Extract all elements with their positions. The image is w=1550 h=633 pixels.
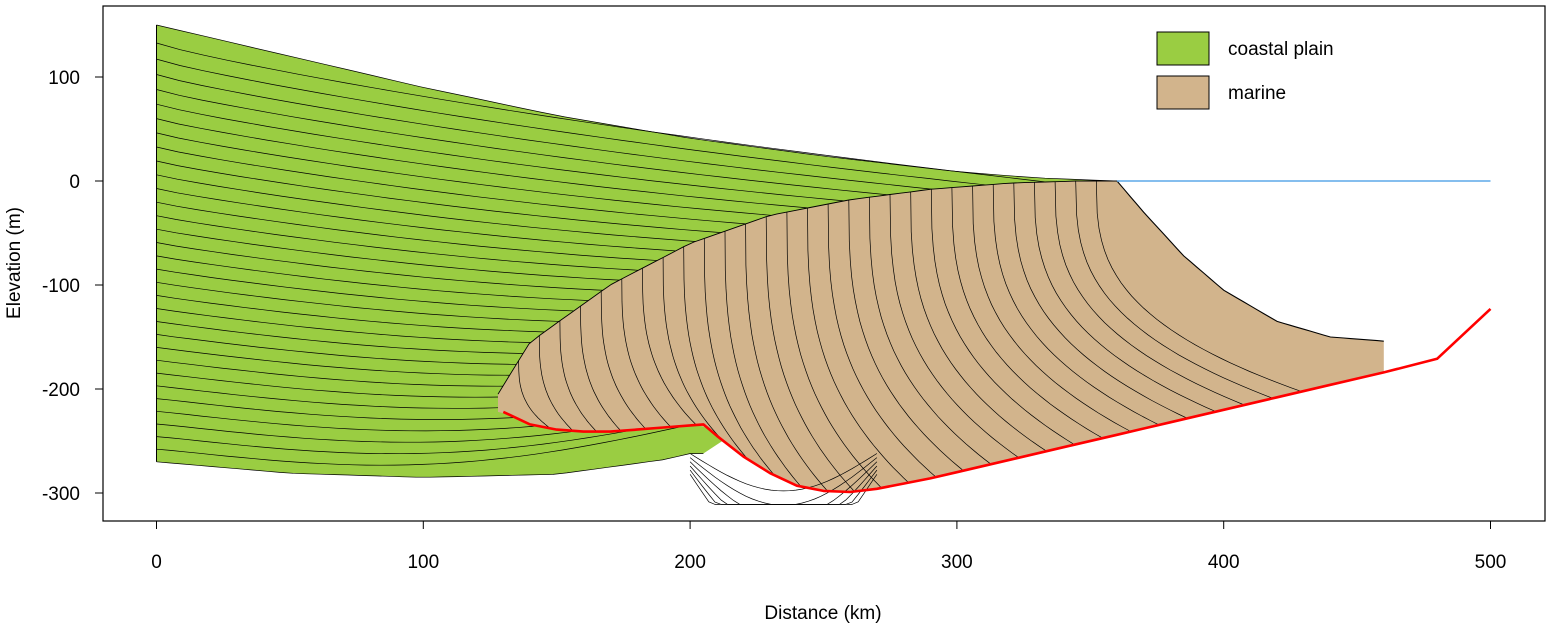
marine-layer-line [1054, 181, 1245, 406]
y-axis: 100 0 -100 -200 -300 [42, 68, 103, 505]
marine-layer-line [518, 360, 551, 429]
legend-swatch-coastal-plain [1156, 31, 1210, 66]
y-tick-label: 0 [69, 172, 80, 193]
marine-layer-line [807, 207, 909, 483]
legend-swatch-marine [1156, 75, 1210, 110]
x-axis: 0 100 200 300 400 500 [151, 521, 1506, 573]
marine-layer-line [889, 194, 1020, 458]
marine-layer-line [703, 238, 775, 476]
coastal-plain-fill [156, 25, 1117, 478]
legend-label-coastal-plain: coastal plain [1228, 39, 1334, 60]
marine-layer-line [1095, 180, 1302, 392]
marine-layer-line [538, 335, 574, 432]
y-tick-label: -100 [42, 276, 80, 297]
coastal-plain-layer-line [156, 74, 1079, 205]
x-axis-title: Distance (km) [764, 603, 881, 624]
plot-frame [102, 5, 1546, 522]
marine-layer-line [972, 185, 1131, 432]
surface-lines [502, 180, 1492, 494]
coastal-plain-layer-line [156, 42, 1105, 190]
marine-layer-line [621, 278, 672, 428]
x-tick-label: 200 [674, 552, 706, 573]
marine-layer-line [600, 291, 646, 430]
marine-layer-line [992, 184, 1160, 426]
marine-layer-line [848, 199, 964, 471]
legend: coastal plain marine [1156, 31, 1334, 110]
marine-layer-line [1034, 182, 1216, 412]
marine-layer-line [1013, 182, 1188, 419]
marine-layer-line [827, 203, 937, 478]
marine-layer-line [724, 231, 802, 487]
x-tick-label: 500 [1475, 552, 1507, 573]
marine-layers [497, 180, 1384, 505]
trough-layer-line [689, 453, 878, 492]
x-tick-label: 300 [941, 552, 973, 573]
marine-layer-line [910, 191, 1047, 452]
marine-layer-line [683, 246, 749, 460]
marine-layer-line [745, 223, 828, 492]
marine-layer-line [869, 197, 992, 465]
y-axis-title: Elevation (m) [4, 207, 25, 319]
coastal-plain-layer-line [156, 58, 1092, 197]
coastal-plain-layer-line [156, 453, 704, 478]
marine-layer-line [951, 187, 1103, 439]
marine-fill [498, 181, 1384, 492]
trough-layer-line [689, 474, 878, 505]
y-tick-label: -300 [42, 484, 80, 505]
marine-layer-line [642, 268, 697, 426]
y-tick-label: 100 [48, 68, 80, 89]
legend-label-marine: marine [1228, 83, 1286, 104]
x-tick-label: 100 [407, 552, 439, 573]
x-tick-label: 0 [151, 552, 162, 573]
marine-layer-line [580, 306, 622, 432]
marine-layer-line [662, 257, 723, 441]
marine-layer-line [930, 189, 1075, 445]
y-tick-label: -200 [42, 380, 80, 401]
marine-layer-line [559, 320, 597, 432]
marine-layer-line [786, 212, 882, 489]
marine-layer-line [765, 216, 855, 492]
x-tick-label: 400 [1208, 552, 1240, 573]
marine-layer-line [1075, 180, 1274, 399]
marine-slope-outline [1116, 180, 1384, 342]
coastal-plain-layer-line [156, 418, 717, 466]
marine-top-outline [497, 180, 1117, 395]
substrate-surface-line [502, 307, 1492, 494]
